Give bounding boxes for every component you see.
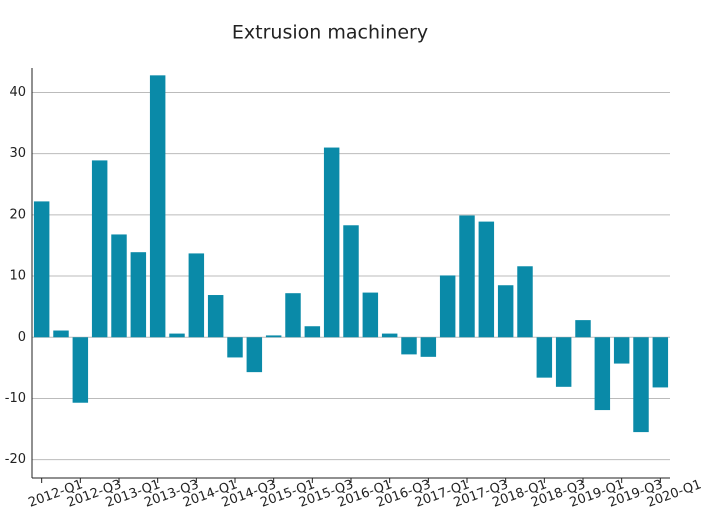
bar [459, 215, 475, 338]
bar [285, 293, 301, 338]
bar [555, 337, 572, 387]
bar [439, 275, 456, 338]
bar [304, 326, 321, 338]
bar [53, 330, 69, 338]
bar [517, 266, 533, 338]
bar [497, 285, 514, 338]
y-tick-label: -10 [5, 391, 26, 406]
bar [343, 225, 359, 338]
bar [420, 337, 437, 357]
bar [149, 75, 166, 338]
bar [169, 333, 185, 338]
bar [188, 253, 205, 338]
bar [401, 337, 417, 355]
bar [246, 337, 263, 373]
bar [207, 295, 224, 338]
bar [575, 320, 591, 338]
y-tick-label: 10 [9, 269, 26, 284]
bar [478, 221, 495, 338]
y-tick-label: 20 [9, 207, 26, 222]
bar [323, 147, 340, 338]
bar [633, 337, 649, 433]
bar [33, 201, 50, 338]
y-tick-label: -20 [5, 452, 26, 467]
y-tick-label: 0 [18, 330, 26, 345]
bar [227, 337, 243, 358]
chart-title: Extrusion machinery [232, 22, 428, 44]
bar [265, 335, 282, 338]
bar [72, 337, 89, 403]
y-tick-label: 40 [9, 85, 26, 100]
bar [536, 337, 553, 378]
bar [613, 337, 630, 364]
bar [130, 252, 147, 338]
y-tick-label: 30 [9, 146, 26, 161]
bar [111, 234, 127, 338]
bar [362, 292, 379, 338]
bar [91, 160, 108, 338]
bar [652, 337, 669, 388]
bar [381, 333, 398, 338]
bar [594, 337, 611, 411]
